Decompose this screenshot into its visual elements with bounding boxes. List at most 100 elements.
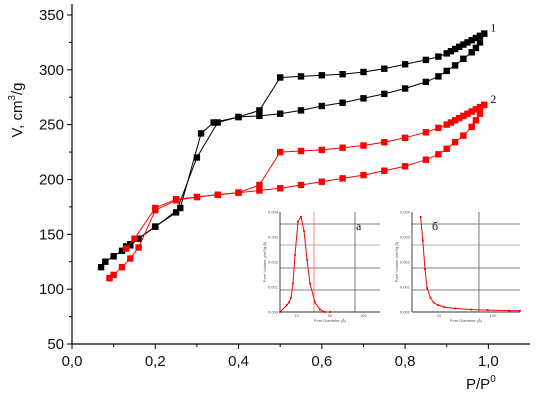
inset-point (419, 215, 422, 218)
inset-y-tick-label: 0.000 (268, 310, 279, 315)
series-2-adsorption-point (422, 156, 430, 163)
y-tick-label: 300 (39, 62, 64, 79)
series-2-desorption-point (456, 114, 463, 122)
series-2-adsorption-point (401, 163, 409, 170)
inset-y-tick-label: 0.004 (400, 210, 411, 215)
series-1-adsorption-point (476, 39, 484, 46)
series-1-desorption-point (197, 130, 205, 137)
inset-point (429, 296, 432, 299)
series-1-desorption-point (476, 32, 484, 39)
series-1-adsorption-point (422, 78, 430, 86)
series-label: 2 (490, 92, 496, 106)
series-1-desorption-point (152, 223, 159, 230)
inset-y-tick-label: 0.001 (400, 285, 411, 290)
series-2-adsorption-point (318, 178, 325, 185)
series-2-adsorption-point (443, 145, 450, 152)
series-1-desorption-point (177, 204, 184, 212)
inset-x-axis-title: Pore Diameter (Å) (450, 318, 483, 323)
inset-point (426, 287, 428, 290)
inset-point (470, 308, 473, 311)
y-axis-title-tail: /g (9, 82, 26, 95)
series-1-adsorption-point (468, 49, 475, 56)
label-layer: 1 2 P/P0 V, cm3/g (7, 21, 496, 393)
series-1-desorption-point (451, 45, 459, 53)
inset-point (314, 301, 316, 304)
inset-panel-letter: б (432, 219, 438, 233)
x-tick-label: 0,6 (311, 353, 332, 370)
series-1-adsorption-point (110, 253, 117, 260)
inset-layer: 0.000 0.001 0.002 0.003 0.004 10 50 100 Pore Dia… (260, 208, 524, 324)
inset-point (324, 311, 326, 313)
series-1-desorption-point (297, 73, 305, 80)
y-axis-title-sup: 3 (7, 95, 18, 101)
x-tick-label: 0,8 (395, 353, 416, 370)
series-2-desorption-point (214, 191, 221, 198)
series-2-desorption-point (193, 193, 201, 201)
inset-x-tick-label: 100 (490, 313, 497, 318)
series-2-desorption-point (172, 196, 180, 203)
series-1-desorption-point (277, 74, 284, 81)
series-2-adsorption-point (297, 181, 305, 189)
series-1-adsorption-point (102, 258, 109, 265)
inset-point (300, 215, 302, 218)
series-2-desorption-point (297, 147, 305, 155)
series-1-adsorption-point (297, 107, 305, 114)
inset-x-tick-label: 50 (328, 313, 333, 318)
inset-y-tick-label: 0.004 (268, 210, 279, 215)
series-2-desorption-point (131, 235, 138, 242)
inset-panel-letter: а (356, 219, 362, 233)
series-2-adsorption-point (451, 139, 459, 146)
x-axis-title-main: P/P (466, 376, 490, 393)
series-2-desorption-point (122, 245, 130, 252)
series-2-desorption-point (152, 204, 159, 212)
inset-y-tick-label: 0.002 (268, 260, 279, 265)
inset-point (303, 230, 305, 232)
inset-point (292, 282, 294, 285)
series-1-adsorption-point (318, 102, 325, 110)
series-2-desorption-point (339, 144, 346, 151)
series-2-desorption-point (422, 129, 430, 136)
series-1-adsorption-point (172, 209, 180, 216)
inset-point (306, 258, 308, 261)
series-2-desorption-point (360, 142, 367, 149)
series-1-desorption-point (256, 107, 263, 114)
series-1-adsorption-point (381, 90, 388, 98)
inset-point (286, 304, 288, 306)
series-2-adsorption-point (118, 264, 126, 271)
inset-point (432, 301, 435, 304)
inset-point (454, 307, 457, 310)
inset-point (290, 296, 292, 299)
series-2-adsorption-point (435, 151, 442, 158)
series-1-desorption-point (464, 39, 471, 46)
series-2-desorption-point (256, 181, 263, 189)
x-tick-label: 1,0 (478, 353, 499, 370)
series-2-desorption-point (447, 119, 455, 126)
inset-point (424, 268, 426, 270)
series-2-adsorption-point (127, 255, 134, 262)
x-tick-label: 0,0 (62, 353, 83, 370)
series-2-adsorption-point (339, 175, 346, 182)
series-2-desorption-point (235, 189, 242, 196)
inset-point (294, 254, 296, 256)
x-axis-title: P/P0 (466, 374, 496, 393)
series-1-desorption-point (460, 41, 467, 48)
inset-point (437, 304, 439, 306)
series-2-adsorption-point (256, 187, 263, 194)
y-tick-label: 200 (39, 171, 64, 188)
series-1-desorption-point (422, 56, 430, 64)
series-2-desorption-point (451, 117, 459, 124)
series-1-desorption-point (381, 65, 388, 72)
series-1-adsorption-point (118, 247, 126, 254)
series-1-desorption-point (435, 53, 442, 60)
series-1-desorption-point (456, 43, 463, 50)
series-1-adsorption-point (193, 154, 201, 161)
series-1-desorption-point (401, 61, 409, 68)
series-1-adsorption-point (214, 119, 221, 126)
series-2-desorption-point (401, 134, 409, 141)
series-1-adsorption-point (451, 62, 459, 69)
y-axis-title-main: V, cm (9, 101, 26, 138)
series-2-desorption-point (481, 101, 488, 109)
series-2-desorption-point (318, 146, 325, 154)
y-tick-label: 350 (39, 7, 64, 24)
